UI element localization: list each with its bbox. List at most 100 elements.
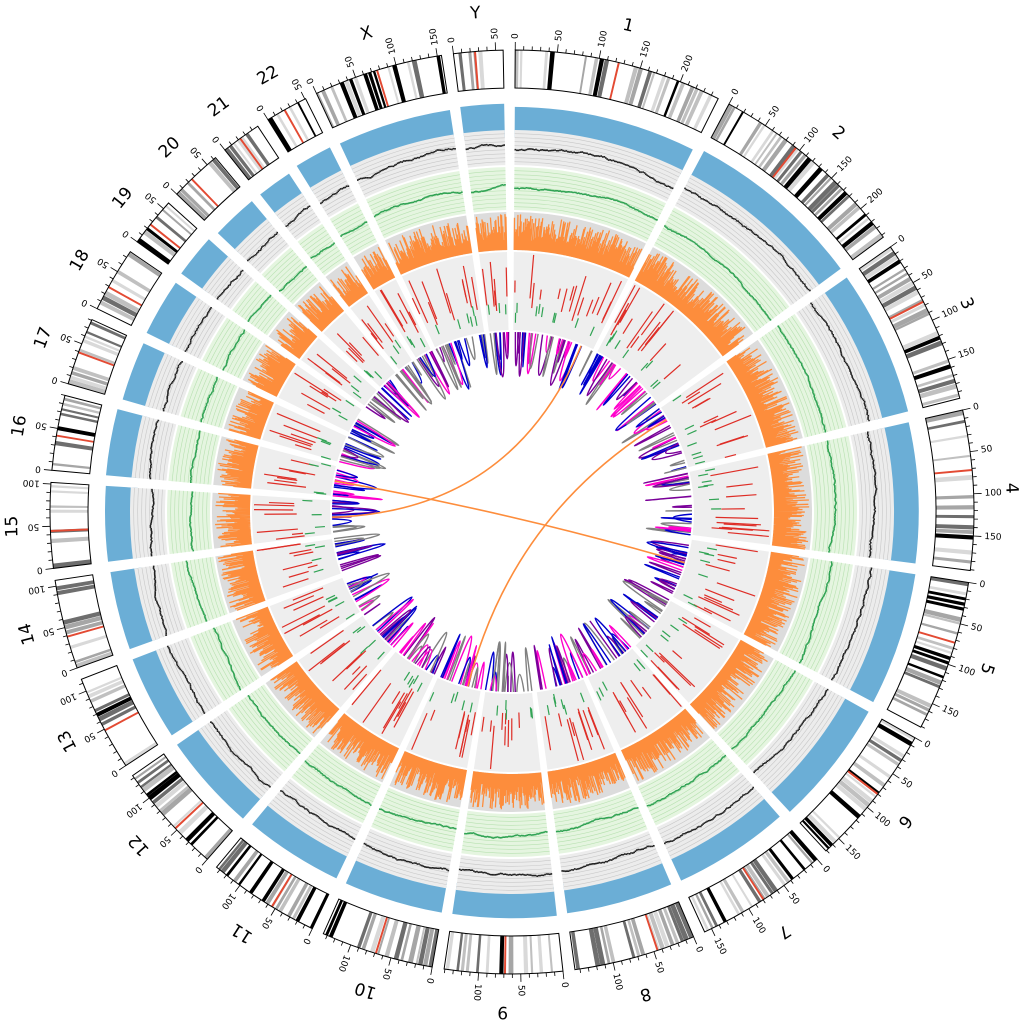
- tick-mark: [932, 703, 940, 708]
- cytoband: [286, 882, 309, 918]
- link: [349, 579, 373, 593]
- cytoband: [879, 281, 915, 304]
- cytoband: [344, 80, 362, 117]
- scatter-gray-points: [280, 790, 356, 840]
- tick-label: 0: [897, 233, 908, 245]
- red-track-background: [513, 252, 629, 350]
- scatter-gray-points: [247, 231, 279, 262]
- green-radial-line: [457, 319, 461, 330]
- gridline: [463, 837, 549, 842]
- gridline: [248, 233, 280, 263]
- link: [379, 609, 412, 640]
- chromosome-label-17: 17: [30, 324, 56, 351]
- link: [350, 430, 372, 443]
- cytoband: [50, 485, 89, 490]
- tick-label: 0: [51, 374, 60, 385]
- tick-mark: [386, 63, 389, 68]
- histogram-bars: [329, 266, 369, 307]
- tick-mark: [955, 382, 960, 384]
- scatter-green-background: [461, 810, 551, 857]
- red-radial-line: [715, 516, 759, 520]
- red-radial-line: [269, 429, 313, 446]
- red-radial-line: [694, 617, 711, 628]
- link: [644, 600, 663, 615]
- green-radial-line: [614, 339, 621, 350]
- green-radial-line: [708, 498, 720, 501]
- green-radial-line: [352, 391, 362, 399]
- tick-mark: [235, 136, 239, 141]
- red-radial-line: [619, 700, 627, 713]
- scatter-gray-points: [285, 205, 311, 227]
- cytoband: [870, 734, 905, 758]
- cytoband: [912, 359, 950, 375]
- link: [332, 490, 355, 496]
- tick-mark: [812, 157, 816, 162]
- tick-mark: [402, 58, 405, 63]
- cytoband: [653, 910, 670, 948]
- chromosome-label-6: 6: [894, 811, 916, 832]
- red-radial-line: [703, 415, 719, 424]
- tick-mark: [219, 143, 226, 151]
- red-radial-line: [268, 501, 295, 505]
- tick-mark: [179, 184, 183, 189]
- cytoband: [372, 70, 387, 108]
- red-radial-line: [361, 319, 378, 340]
- green-radial-line: [498, 303, 501, 314]
- red-radial-line: [566, 719, 579, 762]
- tick-mark: [251, 894, 255, 899]
- green-radial-line: [434, 324, 440, 335]
- scatter-gray-points: [458, 868, 553, 877]
- green-radial-line: [487, 304, 490, 315]
- tick-mark: [53, 594, 58, 596]
- red-radial-line: [694, 628, 723, 648]
- tick-mark: [230, 880, 234, 884]
- gridline: [467, 157, 506, 161]
- green-radial-line: [313, 491, 324, 494]
- link: [596, 372, 628, 411]
- link: [491, 641, 502, 692]
- chromosome-label-16: 16: [8, 414, 31, 439]
- link: [414, 646, 431, 669]
- link: [504, 661, 515, 693]
- tick-label: 100: [984, 488, 1002, 499]
- red-radial-line: [321, 643, 346, 663]
- cytoband: [641, 72, 656, 109]
- tick-mark: [750, 113, 754, 117]
- tick-mark: [97, 728, 105, 734]
- tick-label: 0: [511, 33, 521, 39]
- tick-mark: [130, 777, 135, 781]
- red-track-background: [254, 538, 341, 600]
- gridline: [178, 490, 182, 553]
- cytoband: [94, 693, 130, 713]
- cytoband: [172, 799, 203, 828]
- cytoband: [116, 269, 151, 293]
- gridline: [191, 430, 202, 484]
- gridline: [464, 141, 505, 145]
- tick-label: 0: [300, 936, 312, 946]
- tick-mark: [419, 55, 422, 60]
- red-radial-line: [302, 608, 333, 626]
- gridline: [464, 829, 548, 834]
- link: [555, 338, 564, 355]
- gridline: [865, 431, 875, 558]
- red-radial-line: [726, 483, 753, 488]
- tick-mark: [142, 797, 150, 804]
- histogram-bars: [247, 344, 296, 397]
- cytoband: [758, 135, 783, 169]
- gridline: [335, 213, 364, 230]
- cytoband: [905, 666, 943, 685]
- cytoband: [933, 556, 972, 564]
- tick-label: 50: [516, 985, 526, 997]
- cytoband: [84, 335, 121, 352]
- tick-mark: [143, 225, 148, 229]
- red-radial-line: [727, 531, 769, 538]
- cytoband: [309, 893, 329, 929]
- tick-label: 0: [424, 977, 435, 985]
- cytoband: [930, 434, 968, 444]
- tick-mark: [894, 251, 899, 255]
- centromere: [239, 137, 264, 170]
- tick-mark: [598, 50, 602, 59]
- cytoband: [86, 330, 122, 348]
